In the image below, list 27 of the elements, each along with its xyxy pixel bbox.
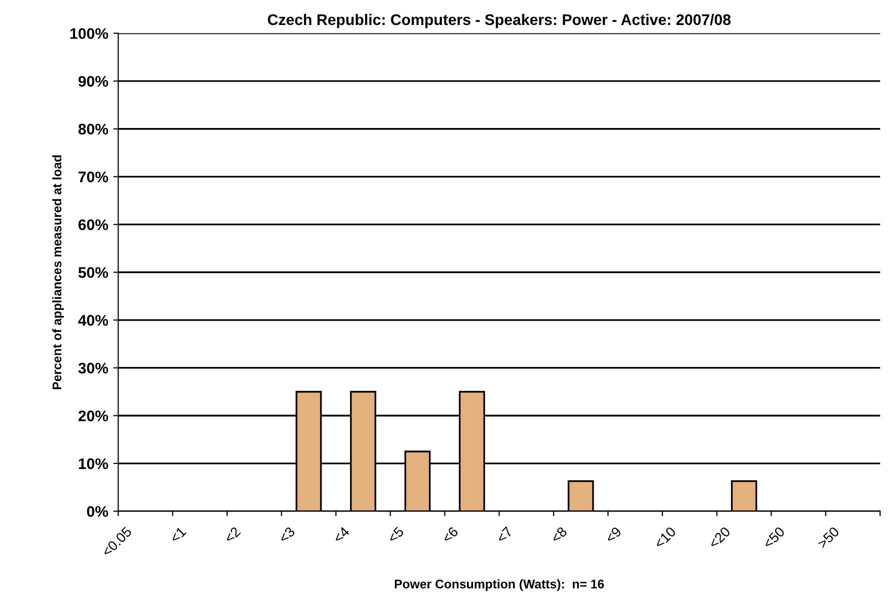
y-tick-label: 40% (78, 314, 108, 326)
x-tick-label: <9 (604, 526, 622, 544)
y-tick-label: 70% (78, 172, 108, 182)
y-tick-label: 80% (78, 124, 108, 135)
chart-title: Czech Republic: Computers - Speakers: Power - Active: 2007/08 (268, 14, 731, 28)
y-tick-label: 20% (78, 410, 108, 422)
y-tick-label: 60% (78, 219, 108, 230)
x-tick-label: <7 (496, 526, 513, 544)
x-tick-label: <1 (169, 526, 186, 544)
x-tick-label: <50 (762, 526, 786, 549)
y-tick-label: 50% (78, 267, 108, 278)
y-axis-title: Percent of appliances measured at load (52, 155, 64, 390)
x-tick-label: <8 (550, 526, 568, 544)
x-tick-label: <20 (708, 526, 731, 549)
x-tick-label: <6 (441, 526, 459, 544)
x-tick-label: <3 (278, 526, 296, 544)
y-tick-label: 30% (78, 362, 108, 374)
y-tick-label: 0% (87, 506, 108, 517)
x-tick-label: <5 (387, 526, 404, 544)
y-tick-label: 90% (78, 76, 108, 87)
y-tick-label: 100% (70, 28, 108, 39)
x-axis-title: Power Consumption (Watts): n= 16 (394, 579, 604, 591)
x-tick-label: <2 (224, 526, 241, 544)
x-tick-label: <4 (332, 526, 350, 544)
x-tick-label: >50 (816, 526, 840, 549)
x-tick-label: <10 (654, 526, 676, 549)
y-tick-label: 10% (78, 458, 108, 470)
